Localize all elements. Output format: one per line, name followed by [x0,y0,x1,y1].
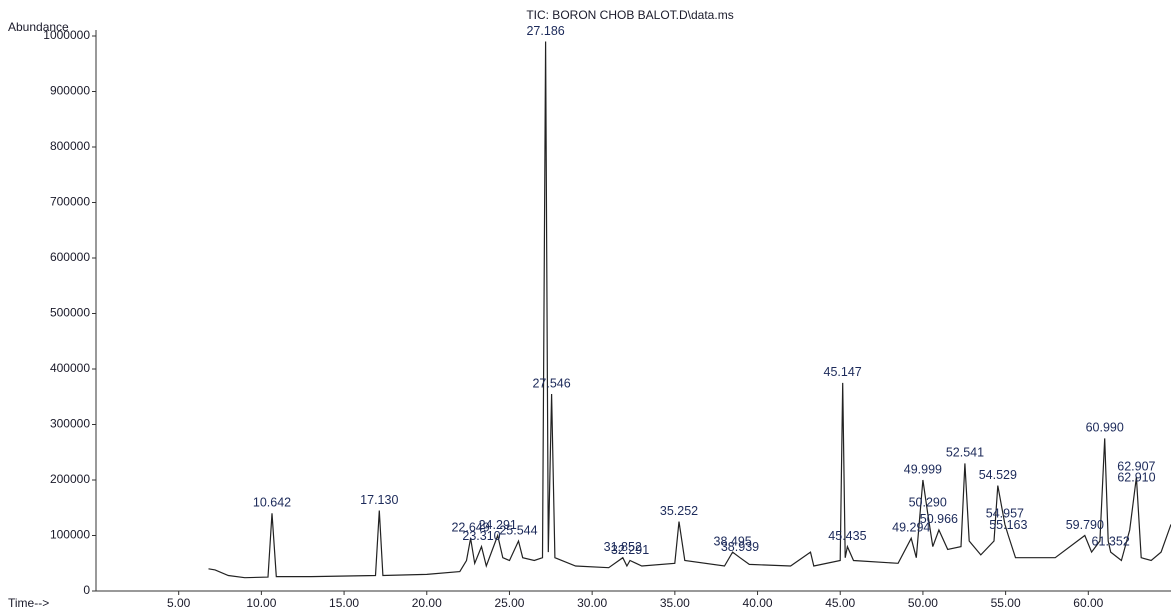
peak-label: 32.291 [611,543,649,557]
y-tick-label: 800000 [50,139,90,153]
peak-label: 38.495 [714,534,752,548]
peak-label: 27.186 [526,24,564,38]
peak-label: 27.546 [532,376,570,390]
peak-label: 50.966 [920,512,958,526]
peak-label: 17.130 [360,493,398,507]
peak-label: 35.252 [660,504,698,518]
peak-label: 49.999 [904,462,942,476]
y-tick-label: 1000000 [43,28,90,42]
y-tick-label: 900000 [50,84,90,98]
peak-label: 50.290 [909,496,947,510]
x-tick-label: 10.00 [246,596,276,610]
peak-label: 25.544 [499,523,537,537]
peak-label: 45.435 [828,529,866,543]
peak-label: 59.790 [1066,518,1104,532]
peak-label: 60.990 [1086,421,1124,435]
x-tick-label: 30.00 [577,596,607,610]
peak-label: 49.294 [892,521,930,535]
y-tick-label: 300000 [50,417,90,431]
x-tick-label: 5.00 [167,596,191,610]
x-tick-label: 50.00 [908,596,938,610]
peak-label: 54.957 [986,507,1024,521]
x-axis-label: Time--> [8,596,49,610]
x-tick-label: 60.00 [1073,596,1103,610]
peak-label: 55.163 [989,518,1027,532]
peak-label: 24.291 [479,518,517,532]
x-tick-label: 40.00 [743,596,773,610]
peak-label: 62.910 [1117,471,1155,485]
x-tick-label: 25.00 [494,596,524,610]
y-tick-label: 0 [83,583,90,597]
chart-title: TIC: BORON CHOB BALOT.D\data.ms [526,8,733,22]
x-tick-label: 35.00 [660,596,690,610]
y-tick-label: 100000 [50,528,90,542]
peak-label: 31.852 [604,540,642,554]
y-axis-label: Abundance [8,20,69,34]
x-tick-label: 15.00 [329,596,359,610]
peak-label: 54.529 [979,468,1017,482]
y-tick-label: 500000 [50,306,90,320]
y-tick-label: 400000 [50,361,90,375]
y-tick-label: 600000 [50,250,90,264]
peak-label: 23.310 [462,529,500,543]
y-tick-label: 200000 [50,472,90,486]
y-tick-label: 700000 [50,195,90,209]
x-tick-label: 45.00 [825,596,855,610]
peak-label: 62.907 [1117,460,1155,474]
x-tick-label: 20.00 [412,596,442,610]
peak-label: 38.939 [721,540,759,554]
x-tick-label: 55.00 [991,596,1021,610]
peak-label: 10.642 [253,496,291,510]
peak-label: 61.352 [1092,534,1130,548]
peak-label: 22.649 [451,521,489,535]
peak-label: 52.541 [946,446,984,460]
trace-line [208,41,1171,579]
peak-label: 45.147 [824,365,862,379]
